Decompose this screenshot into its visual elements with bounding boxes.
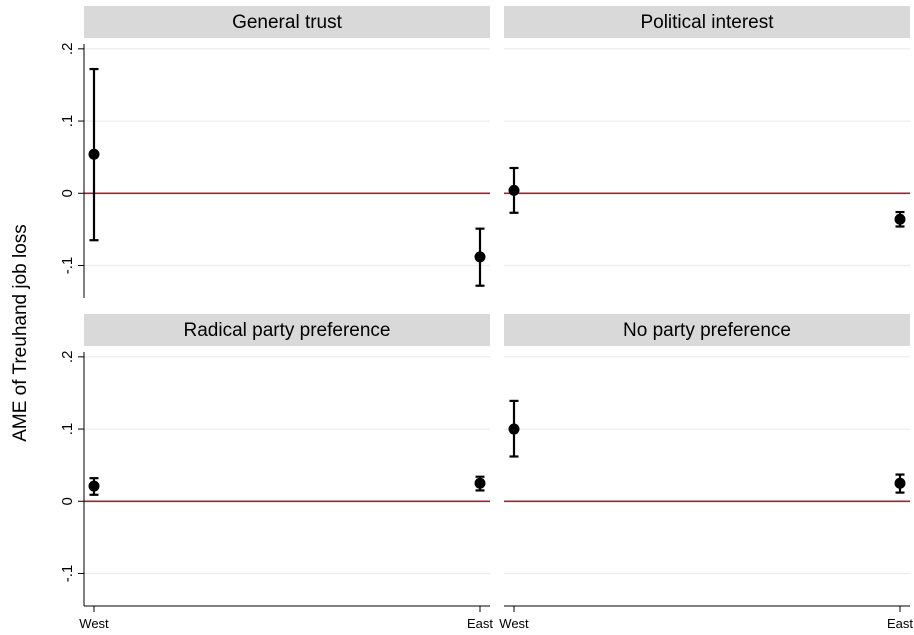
data-point-east bbox=[894, 477, 906, 489]
data-point-west bbox=[88, 480, 100, 492]
panel-header bbox=[84, 6, 490, 38]
y-tick-label: .2 bbox=[59, 43, 76, 56]
data-point-east bbox=[474, 477, 486, 489]
y-tick-label: 0 bbox=[59, 189, 76, 197]
x-tick-label-west: West bbox=[499, 616, 529, 631]
data-point-west bbox=[508, 423, 520, 435]
data-point-east bbox=[474, 251, 486, 263]
x-tick-label-east: East bbox=[467, 616, 493, 631]
panel-header bbox=[84, 314, 490, 346]
panel-title: Political interest bbox=[640, 12, 774, 33]
x-tick-label-east: East bbox=[887, 616, 913, 631]
panel-general-trust: General trust .2 .1 0 -.1 bbox=[59, 6, 490, 298]
y-tick-label: -.1 bbox=[59, 565, 76, 583]
panel-no-party-preference: No party preference West East bbox=[499, 314, 913, 631]
panel-title: No party preference bbox=[623, 320, 791, 341]
data-point-west bbox=[508, 184, 520, 196]
data-point-east bbox=[894, 213, 906, 225]
y-axis-title: AME of Treuhand job loss bbox=[10, 224, 31, 442]
panel-title: General trust bbox=[232, 12, 343, 33]
panel-header bbox=[504, 6, 910, 38]
x-tick-label-west: West bbox=[79, 616, 109, 631]
y-tick-label: .1 bbox=[59, 423, 76, 436]
panel-radical-party-preference: Radical party preference .2 .1 0 -.1 West East bbox=[59, 314, 493, 631]
y-tick-label: -.1 bbox=[59, 257, 76, 275]
y-tick-label: .2 bbox=[59, 351, 76, 364]
panel-header bbox=[504, 314, 910, 346]
y-tick-label: 0 bbox=[59, 497, 76, 505]
y-tick-label: .1 bbox=[59, 115, 76, 128]
panels: General trust .2 .1 0 -.1 Political interest R… bbox=[59, 6, 913, 631]
panel-political-interest: Political interest bbox=[504, 6, 910, 267]
data-point-west bbox=[88, 148, 100, 160]
panel-title: Radical party preference bbox=[184, 320, 391, 341]
